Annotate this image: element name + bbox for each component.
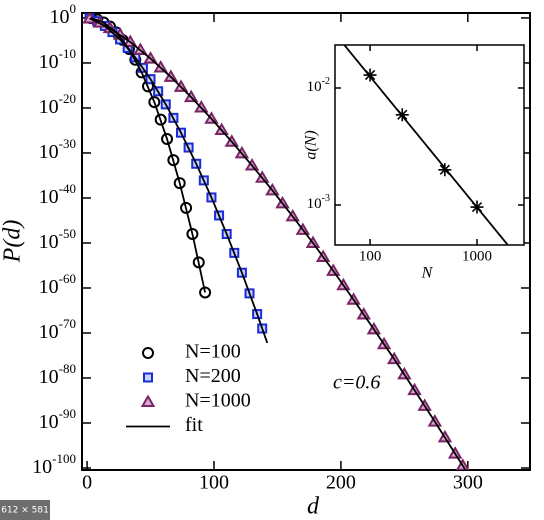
y-tick-label: 10-40 (39, 181, 76, 207)
x-tick-label: 1000 (462, 248, 492, 264)
point (199, 286, 212, 299)
point (154, 113, 167, 126)
legend-label: N=200 (185, 365, 241, 387)
y-tick-label: 10-90 (39, 406, 76, 432)
point (142, 347, 154, 359)
legend-label: fit (185, 414, 203, 436)
point (173, 177, 186, 190)
x-tick-label: 200 (326, 472, 356, 494)
badge-bg (0, 500, 50, 520)
point (148, 96, 161, 109)
plot-area (343, 45, 509, 245)
inset-frame (334, 44, 525, 246)
annotation: c=0.6 (333, 372, 380, 394)
point (140, 394, 156, 407)
x-tick-label: 100 (199, 472, 229, 494)
y-tick-label: 10-50 (39, 226, 76, 252)
fit-line (89, 17, 467, 470)
y-tick-label: 10-80 (39, 361, 76, 387)
y-tick-label: 10-70 (39, 316, 76, 342)
x-tick-label: 300 (453, 472, 483, 494)
y-tick-label: 10-3 (307, 193, 330, 212)
point (363, 68, 377, 82)
point (438, 163, 452, 177)
y-tick-label: 10-30 (39, 136, 76, 162)
x-axis-label: d (307, 494, 320, 520)
point (167, 154, 180, 167)
legend-label: N=1000 (185, 390, 251, 412)
legend-entry: fit (126, 414, 203, 436)
y-tick-label: 100 (50, 1, 77, 27)
inset-y-axis-label: a(N) (303, 130, 320, 159)
fit-line (343, 45, 509, 245)
y-tick-label: 10-2 (307, 76, 330, 95)
x-tick-label: 100 (359, 248, 382, 264)
badge-text: 612 × 581 (1, 506, 49, 516)
point (186, 227, 199, 240)
y-axis-label: P(d) (0, 220, 26, 264)
y-tick-label: 10-60 (39, 271, 76, 297)
x-tick-label: 0 (82, 472, 92, 494)
point (143, 372, 153, 383)
plot-area (82, 13, 470, 470)
y-tick-label: 10-100 (32, 451, 76, 477)
y-tick-label: 10-20 (39, 91, 76, 117)
point (180, 201, 193, 214)
point (161, 132, 174, 145)
inset-x-axis-label: N (421, 265, 434, 282)
y-tick-label: 10-10 (39, 46, 76, 72)
size-badge: 612 × 581 (0, 500, 50, 520)
legend-entry: N=200 (143, 365, 241, 387)
legend-entry: N=100 (142, 341, 241, 363)
legend-label: N=100 (185, 341, 241, 363)
inset-plot: a(N) N 100 1000 10-2 10-3 (303, 44, 525, 282)
legend-entry: N=1000 (140, 390, 251, 412)
